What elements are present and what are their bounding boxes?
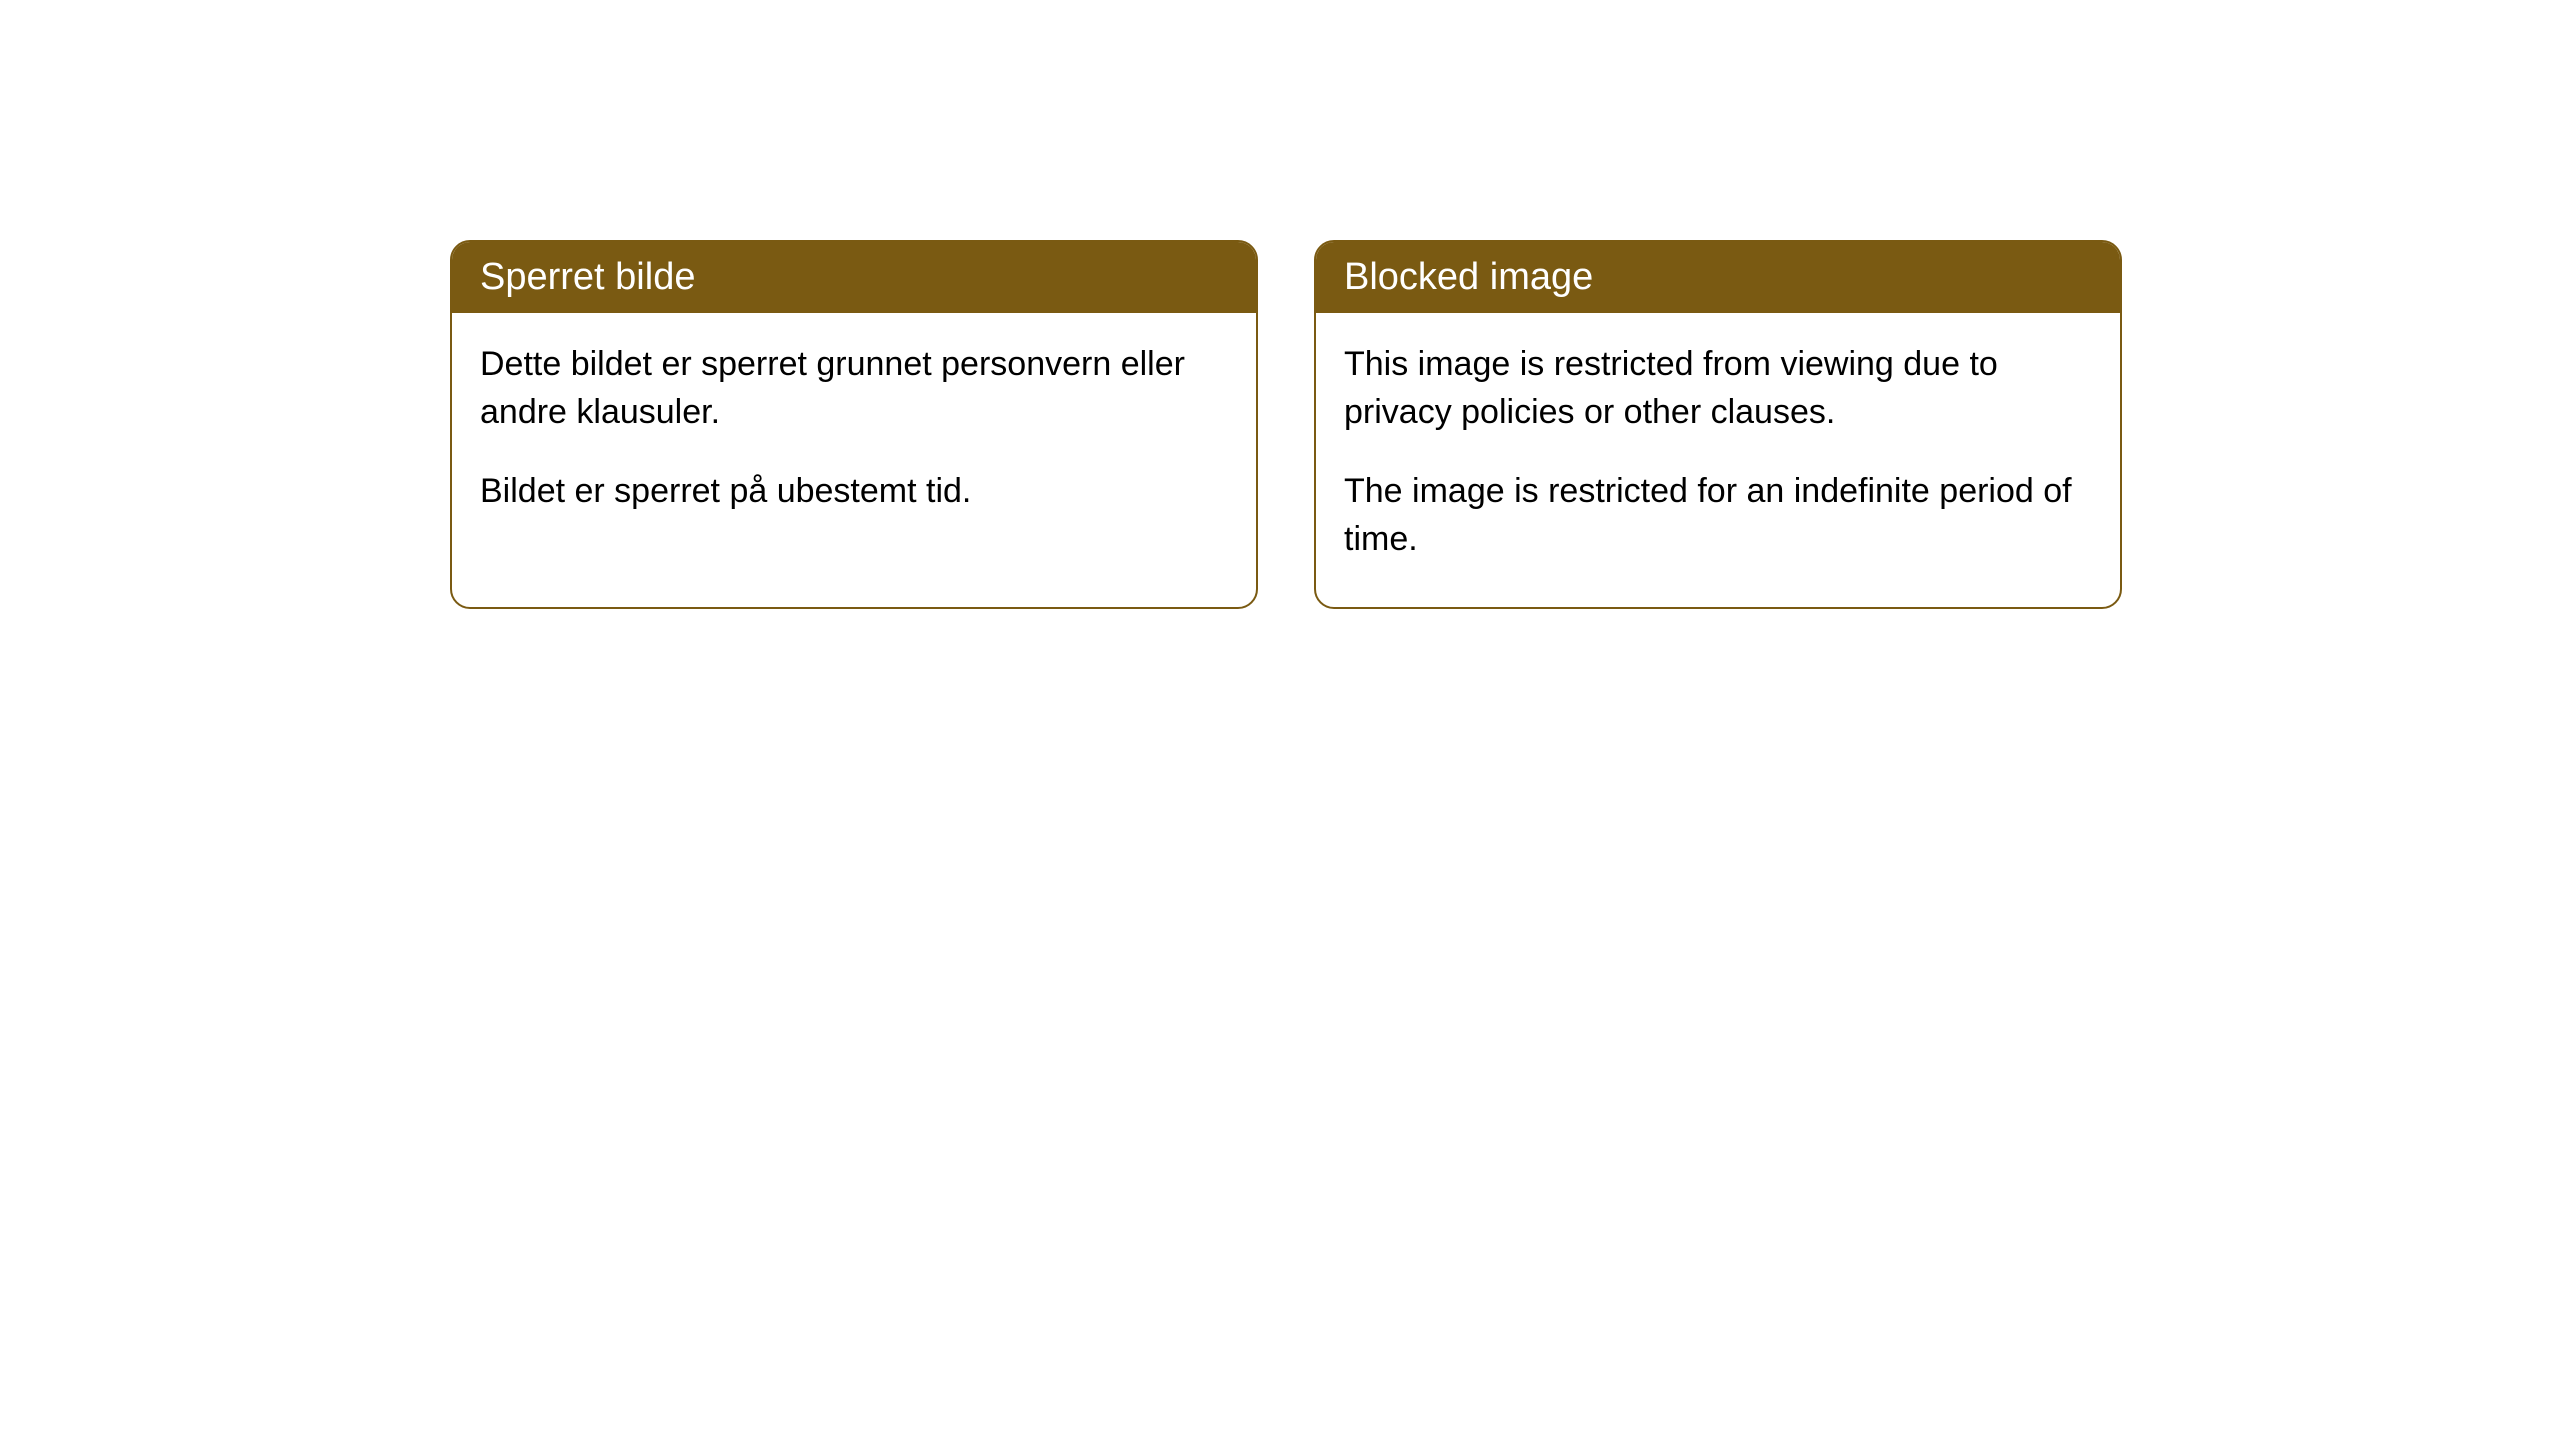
card-title-english: Blocked image bbox=[1344, 256, 1593, 298]
card-paragraph-2-english: The image is restricted for an indefinit… bbox=[1344, 468, 2092, 563]
card-header-english: Blocked image bbox=[1316, 242, 2120, 313]
notice-card-norwegian: Sperret bilde Dette bildet er sperret gr… bbox=[450, 240, 1258, 609]
notice-cards-container: Sperret bilde Dette bildet er sperret gr… bbox=[450, 240, 2122, 609]
card-body-english: This image is restricted from viewing du… bbox=[1316, 313, 2120, 607]
card-header-norwegian: Sperret bilde bbox=[452, 242, 1256, 313]
card-title-norwegian: Sperret bilde bbox=[480, 256, 695, 298]
card-paragraph-1-english: This image is restricted from viewing du… bbox=[1344, 341, 2092, 436]
card-paragraph-2-norwegian: Bildet er sperret på ubestemt tid. bbox=[480, 468, 1228, 516]
notice-card-english: Blocked image This image is restricted f… bbox=[1314, 240, 2122, 609]
card-paragraph-1-norwegian: Dette bildet er sperret grunnet personve… bbox=[480, 341, 1228, 436]
card-body-norwegian: Dette bildet er sperret grunnet personve… bbox=[452, 313, 1256, 560]
